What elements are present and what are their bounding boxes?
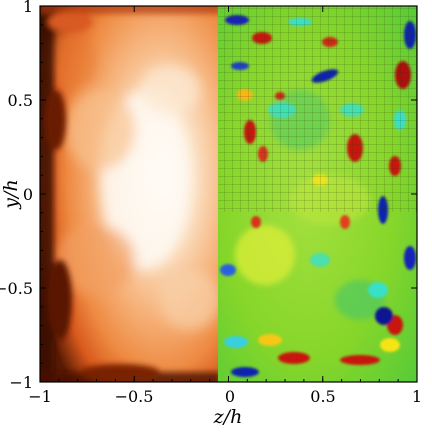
axis-ticks bbox=[39, 5, 418, 383]
y-tick-label: 1 bbox=[23, 0, 33, 16]
y-tick-label: −0.5 bbox=[0, 279, 33, 298]
x-axis-label: z/h bbox=[213, 406, 243, 428]
x-tick-label: −0.5 bbox=[115, 387, 154, 406]
x-tick-label: 0 bbox=[225, 387, 235, 406]
x-tick-label: 0.5 bbox=[310, 387, 335, 406]
x-tick-label: −1 bbox=[28, 387, 52, 406]
x-tick-label: 1 bbox=[412, 387, 422, 406]
y-axis-label: y/h bbox=[0, 179, 22, 209]
y-tick-label: 0.5 bbox=[8, 91, 33, 110]
y-tick-label: 0 bbox=[23, 185, 33, 204]
y-tick-label: −1 bbox=[9, 373, 33, 392]
left-panel-heatmap bbox=[40, 6, 218, 382]
right-panel-heatmap bbox=[218, 6, 417, 382]
